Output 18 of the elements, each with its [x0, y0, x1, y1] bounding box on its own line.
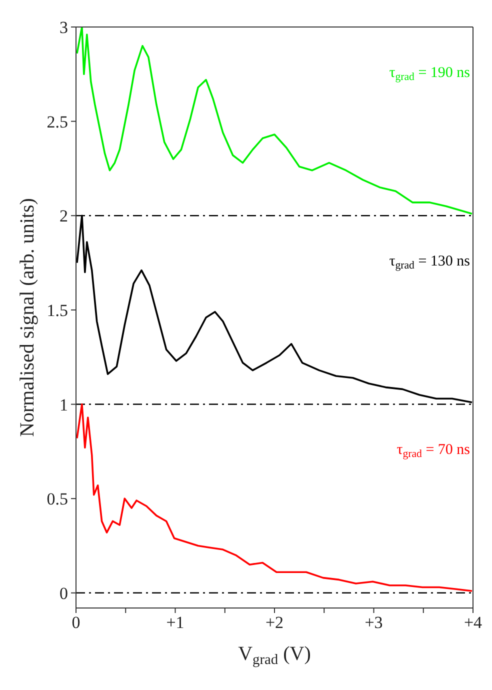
- line-series: [76, 403, 473, 592]
- y-axis-title: Normalised signal (arb. units): [16, 198, 39, 437]
- x-tick-label: 0: [72, 613, 80, 632]
- text: τ$_{grad}$ = 70 ns: [396, 442, 470, 460]
- y-tick-label: 2: [60, 206, 68, 226]
- text: τ$_{grad}$ = 130 ns: [389, 253, 470, 272]
- y-tick-label: 1.5: [46, 300, 68, 320]
- x-tick-label: +4: [464, 613, 483, 632]
- y-tick-label: 0.5: [46, 490, 68, 509]
- text: τ$_{grad}$ = 190 ns: [389, 64, 470, 84]
- x-tick-label: +3: [364, 613, 383, 632]
- y-tick-label: 2.5: [46, 112, 68, 132]
- x-tick-label: +2: [265, 613, 284, 632]
- x-tick-label: +1: [166, 613, 184, 632]
- x-axis-title: V$_{grad}$ (V): [238, 643, 311, 668]
- y-tick-label: 3: [60, 18, 68, 38]
- y-tick-label: 1: [60, 395, 68, 414]
- y-tick-label: 0: [60, 584, 68, 603]
